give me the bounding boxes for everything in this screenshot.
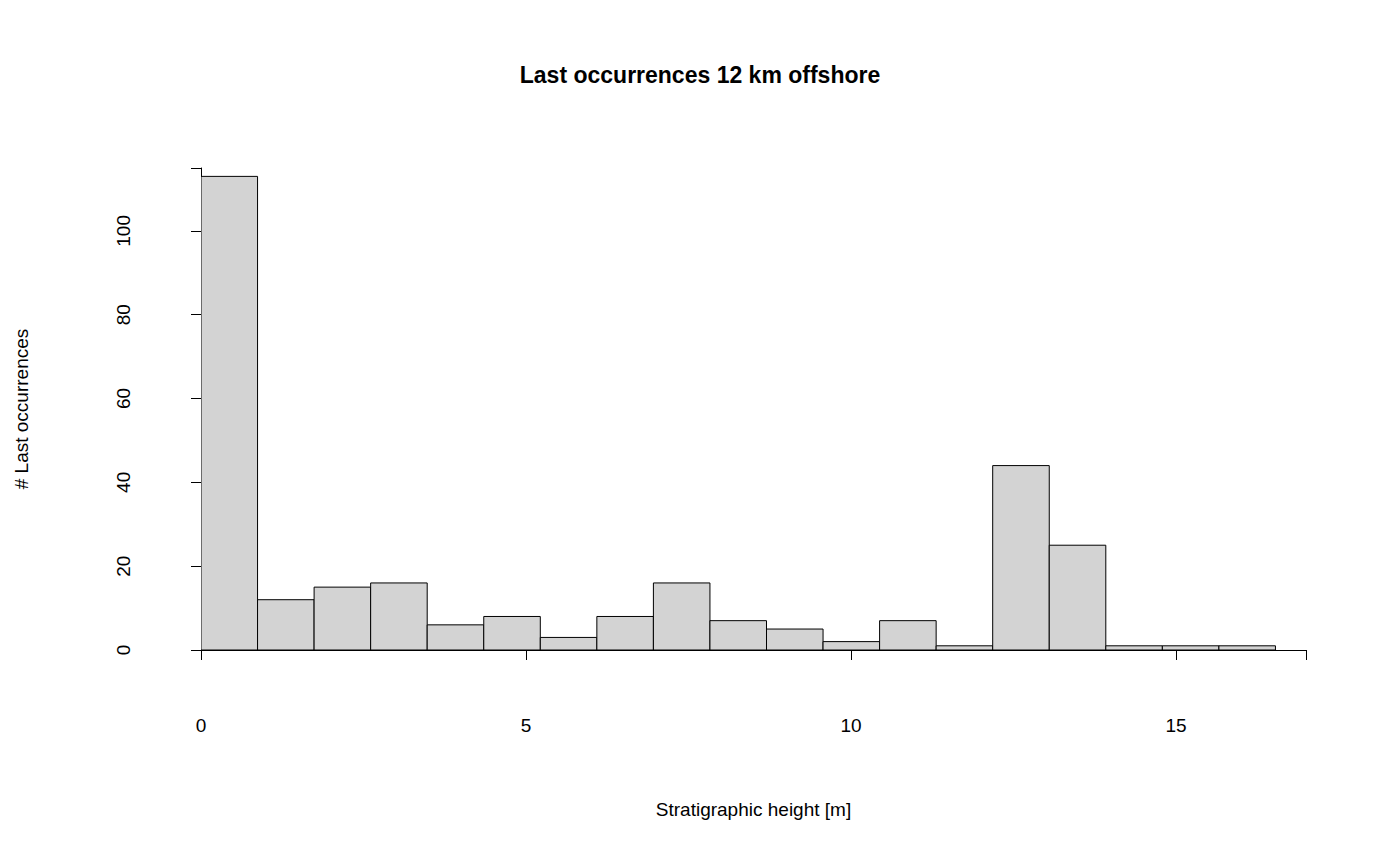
svg-text:10: 10 bbox=[840, 715, 861, 736]
svg-text:80: 80 bbox=[113, 304, 134, 325]
svg-text:5: 5 bbox=[521, 715, 532, 736]
svg-text:Stratigraphic height [m]: Stratigraphic height [m] bbox=[656, 799, 851, 820]
svg-text:# Last occurrences: # Last occurrences bbox=[11, 329, 32, 490]
svg-text:100: 100 bbox=[113, 215, 134, 247]
svg-text:40: 40 bbox=[113, 472, 134, 493]
svg-text:15: 15 bbox=[1165, 715, 1186, 736]
svg-text:60: 60 bbox=[113, 388, 134, 409]
svg-text:20: 20 bbox=[113, 556, 134, 577]
svg-text:0: 0 bbox=[196, 715, 207, 736]
svg-text:0: 0 bbox=[113, 645, 134, 656]
svg-text:Last occurrences 12 km offshor: Last occurrences 12 km offshore bbox=[520, 62, 880, 88]
